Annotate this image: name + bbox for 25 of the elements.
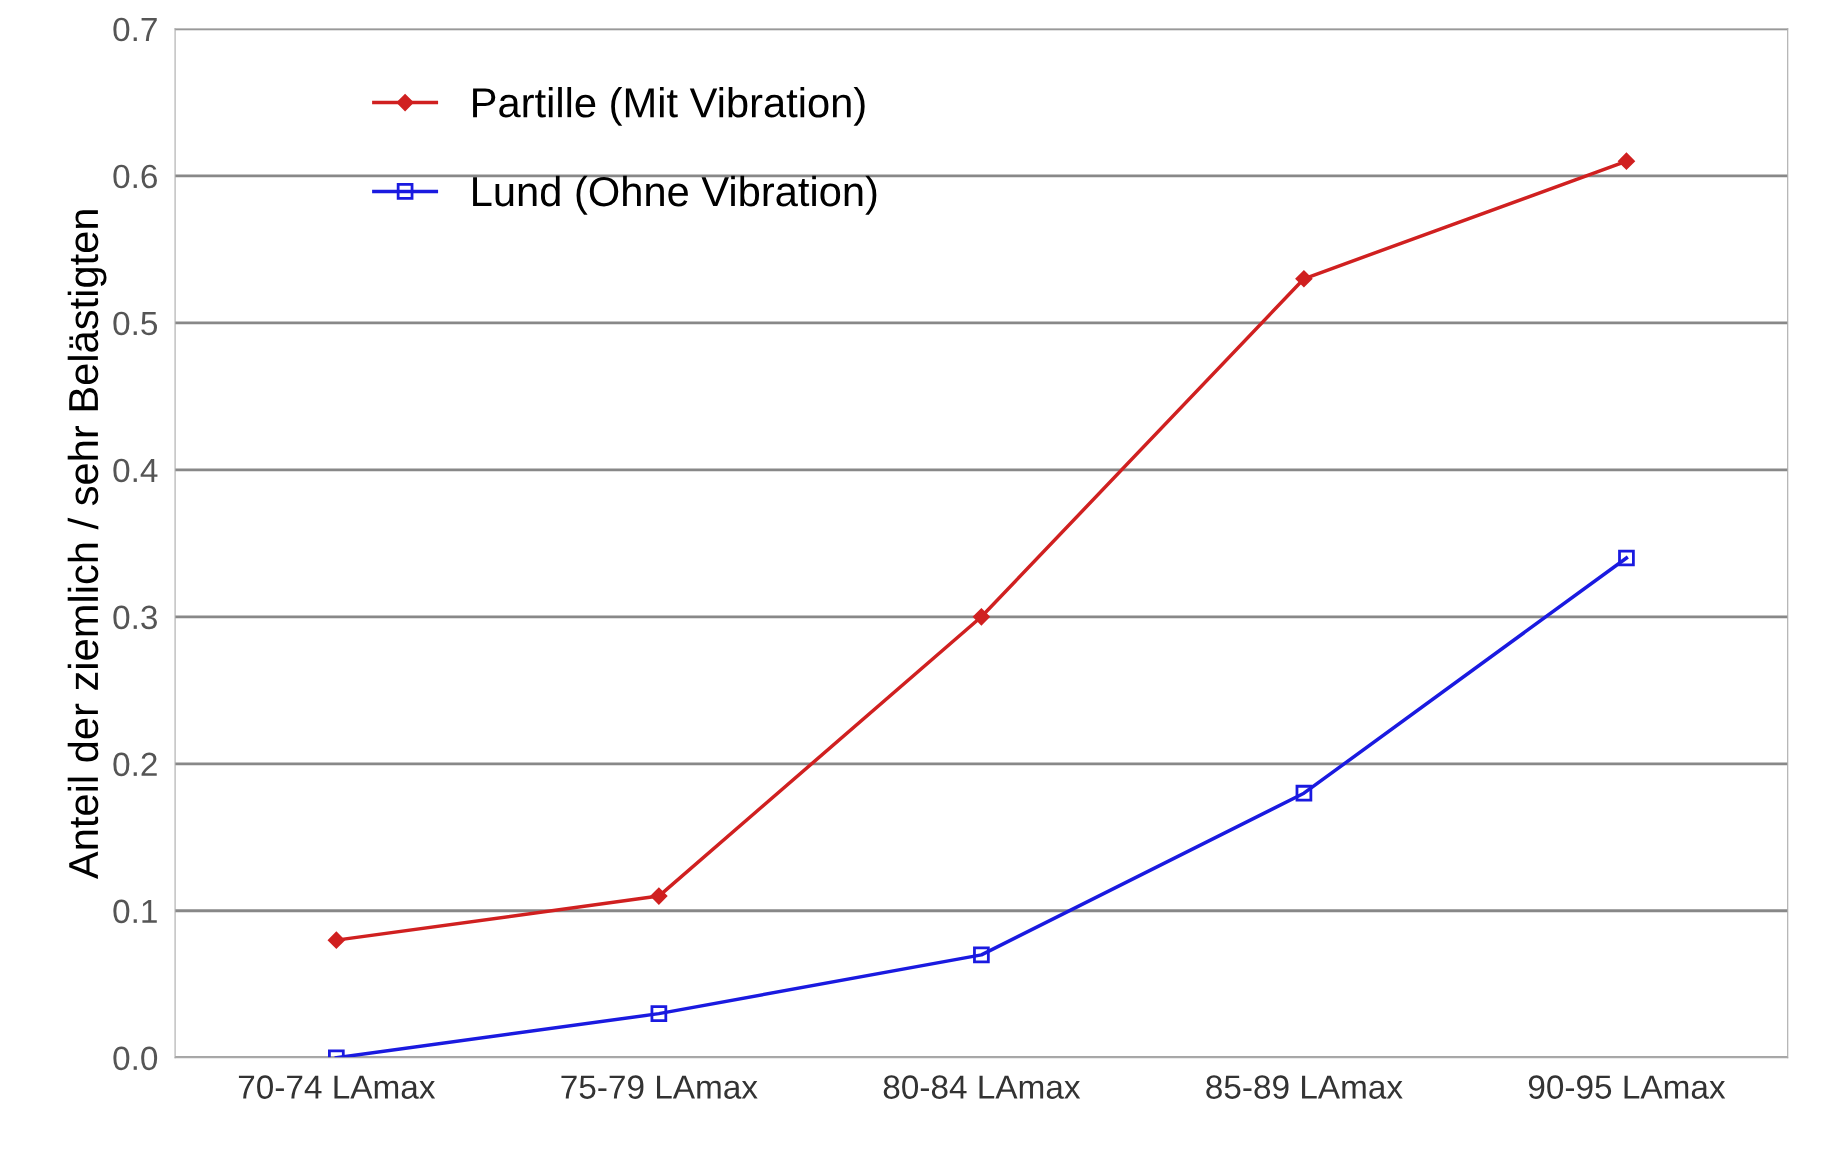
point [650,887,668,905]
y-tick-label: 0.0 [113,1046,158,1071]
y-tick-label: 0.2 [113,752,157,777]
x-tick-label: 70-74 LAmax [238,1075,436,1099]
x-tick-label: 90-95 LAmax [1528,1075,1726,1099]
legend-label: Partille (Mit Vibration) [473,86,865,126]
y-axis-title: Anteil der ziemlich / sehr Belästigten [67,210,107,880]
x-tick-label: 80-84 LAmax [883,1075,1081,1099]
y-tick-label: 0.7 [113,17,157,42]
point [1618,152,1635,170]
y-tick-label: 0.4 [113,458,158,483]
y-tick-label: 0.6 [113,164,157,189]
point [973,946,990,964]
point [973,608,990,626]
x-tick-label: 85-89 LAmax [1206,1075,1403,1099]
x-tick-label: 75-79 LAmax [561,1075,758,1099]
y-tick-label: 0.1 [113,899,157,924]
point [1295,270,1313,288]
legend-label: Lund (Ohne Vibration) [473,175,877,215]
y-tick-label: 0.3 [113,605,157,630]
point [1618,549,1635,567]
point [1295,784,1313,802]
point [650,1005,668,1022]
point [328,931,345,949]
y-tick-label: 0.5 [113,311,158,336]
